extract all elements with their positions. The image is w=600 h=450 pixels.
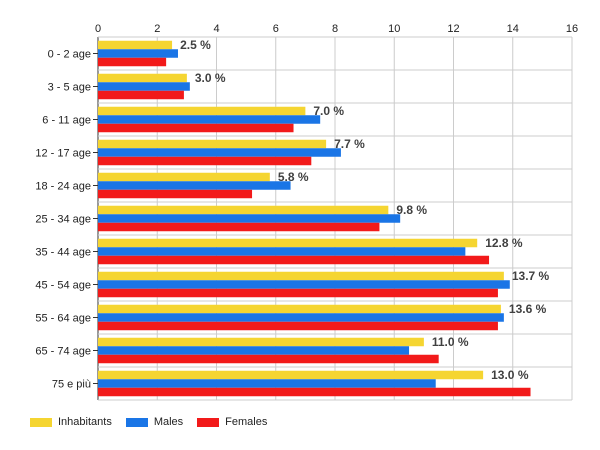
x-tick-label: 16 xyxy=(566,23,578,35)
bar-inhabitants-1 xyxy=(98,73,187,83)
x-tick-label: 10 xyxy=(388,23,400,35)
category-label: 3 - 5 age xyxy=(48,82,91,94)
x-axis-ticks: 0 2 4 6 8 10 12 14 16 xyxy=(95,23,578,35)
bar-males-2 xyxy=(98,115,321,124)
bar-females-1 xyxy=(98,90,184,100)
bar-inhabitants-7 xyxy=(98,271,504,281)
bar-females-7 xyxy=(98,288,498,298)
bar-males-0 xyxy=(98,49,178,58)
legend-item-males: Males xyxy=(125,416,184,428)
bar-inhabitants-8 xyxy=(98,304,501,314)
bar-females-10 xyxy=(98,387,531,397)
legend-label-males: Males xyxy=(153,416,184,428)
data-label: 2.5 % xyxy=(180,38,211,52)
category-label: 18 - 24 age xyxy=(35,181,91,193)
category-label: 35 - 44 age xyxy=(35,247,91,259)
data-label: 13.6 % xyxy=(509,302,547,316)
bar-inhabitants-3 xyxy=(98,139,327,149)
legend-swatch-females xyxy=(197,417,220,427)
data-labels: 2.5 % 3.0 % 7.0 % 7.7 % 5.8 % 9.8 % 12.8 % 13.7… xyxy=(180,38,549,382)
bar-males-1 xyxy=(98,82,190,91)
bar-inhabitants-2 xyxy=(98,106,306,116)
bar-males-7 xyxy=(98,280,510,289)
category-label: 0 - 2 age xyxy=(48,49,91,61)
bars xyxy=(98,40,531,397)
legend-label-females: Females xyxy=(225,416,268,428)
data-label: 7.7 % xyxy=(334,137,365,151)
category-label: 75 e più xyxy=(52,379,91,391)
bar-males-8 xyxy=(98,313,504,322)
bar-inhabitants-9 xyxy=(98,337,424,347)
data-label: 13.7 % xyxy=(512,269,550,283)
data-label: 13.0 % xyxy=(491,368,529,382)
bar-inhabitants-6 xyxy=(98,238,478,248)
data-label: 5.8 % xyxy=(278,170,309,184)
bar-females-8 xyxy=(98,321,498,331)
category-label: 12 - 17 age xyxy=(35,148,91,160)
bar-inhabitants-5 xyxy=(98,205,389,215)
bar-inhabitants-0 xyxy=(98,40,173,50)
bar-females-0 xyxy=(98,57,167,67)
category-label: 55 - 64 age xyxy=(35,313,91,325)
legend-label-inhabitants: Inhabitants xyxy=(58,416,112,428)
data-label: 3.0 % xyxy=(195,71,226,85)
category-label: 45 - 54 age xyxy=(35,280,91,292)
legend-item-inhabitants: Inhabitants xyxy=(30,416,112,428)
legend-swatch-males xyxy=(125,417,148,427)
category-label: 6 - 11 age xyxy=(42,115,91,127)
bar-inhabitants-10 xyxy=(98,370,484,380)
bar-males-10 xyxy=(98,379,436,388)
legend: Inhabitants Males Females xyxy=(30,416,281,428)
bar-females-6 xyxy=(98,255,490,265)
x-tick-label: 14 xyxy=(507,23,519,35)
x-tick-label: 6 xyxy=(273,23,279,35)
data-label: 9.8 % xyxy=(396,203,427,217)
bar-inhabitants-4 xyxy=(98,172,270,182)
x-tick-label: 2 xyxy=(154,23,160,35)
x-tick-label: 0 xyxy=(95,23,101,35)
x-tick-label: 8 xyxy=(332,23,338,35)
legend-item-females: Females xyxy=(197,416,267,428)
bar-females-5 xyxy=(98,222,380,232)
bar-females-2 xyxy=(98,123,294,133)
category-label: 25 - 34 age xyxy=(35,214,91,226)
x-tick-label: 12 xyxy=(447,23,459,35)
legend-swatch-inhabitants xyxy=(30,417,52,427)
bar-females-3 xyxy=(98,156,312,166)
bar-females-9 xyxy=(98,354,439,364)
category-label: 65 - 74 age xyxy=(35,346,91,358)
bar-males-5 xyxy=(98,214,401,223)
bar-males-9 xyxy=(98,346,410,355)
bar-males-6 xyxy=(98,247,466,256)
data-label: 7.0 % xyxy=(313,104,344,118)
y-axis-categories: 0 - 2 age 3 - 5 age 6 - 11 age 12 - 17 age 1… xyxy=(35,49,98,391)
x-tick-label: 4 xyxy=(213,23,219,35)
bar-males-4 xyxy=(98,181,291,190)
data-label: 12.8 % xyxy=(485,236,523,250)
bar-males-3 xyxy=(98,148,341,157)
bar-females-4 xyxy=(98,189,253,199)
data-label: 11.0 % xyxy=(432,335,469,349)
gridlines xyxy=(97,36,573,401)
